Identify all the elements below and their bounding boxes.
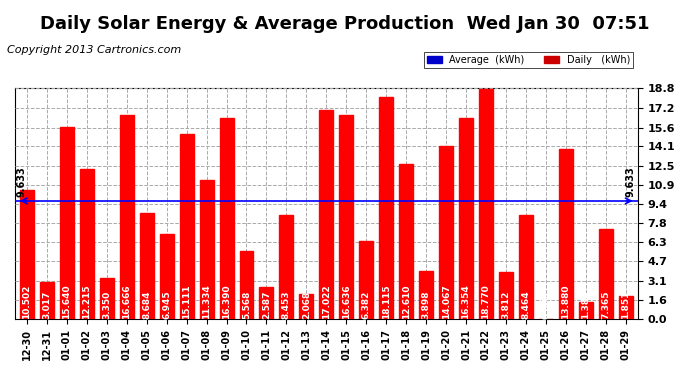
Bar: [299, 294, 313, 319]
Bar: [80, 169, 94, 319]
Bar: [599, 229, 613, 319]
Bar: [179, 134, 194, 319]
Bar: [259, 287, 273, 319]
Text: 16.636: 16.636: [342, 284, 351, 318]
Text: 9.633: 9.633: [626, 166, 635, 197]
Text: 16.354: 16.354: [462, 284, 471, 318]
Text: 12.215: 12.215: [82, 284, 91, 318]
Bar: [459, 118, 473, 319]
Text: 18.770: 18.770: [482, 284, 491, 318]
Bar: [339, 115, 353, 319]
Bar: [419, 271, 433, 319]
Bar: [400, 164, 413, 319]
Text: 8.453: 8.453: [282, 290, 291, 318]
Text: 16.666: 16.666: [122, 284, 131, 318]
Bar: [499, 272, 513, 319]
Text: 3.898: 3.898: [422, 290, 431, 318]
Text: 13.880: 13.880: [561, 284, 571, 318]
Bar: [559, 149, 573, 319]
Text: 1.851: 1.851: [621, 290, 630, 318]
Bar: [519, 215, 533, 319]
Bar: [359, 241, 373, 319]
Text: 17.022: 17.022: [322, 284, 331, 318]
Text: 9.633: 9.633: [17, 166, 27, 197]
Bar: [579, 302, 593, 319]
Bar: [439, 147, 453, 319]
Bar: [199, 180, 214, 319]
Text: 0.000: 0.000: [542, 291, 551, 318]
Bar: [479, 89, 493, 319]
Text: 15.640: 15.640: [62, 284, 71, 318]
Bar: [140, 213, 154, 319]
Legend: Average  (kWh), Daily   (kWh): Average (kWh), Daily (kWh): [424, 52, 633, 68]
Text: 3.017: 3.017: [42, 290, 52, 318]
Bar: [20, 190, 34, 319]
Bar: [239, 251, 253, 319]
Text: 15.111: 15.111: [182, 284, 191, 318]
Text: 12.610: 12.610: [402, 284, 411, 318]
Text: 6.382: 6.382: [362, 290, 371, 318]
Bar: [319, 110, 333, 319]
Bar: [40, 282, 54, 319]
Text: 11.334: 11.334: [202, 284, 211, 318]
Bar: [159, 234, 174, 319]
Bar: [279, 215, 293, 319]
Bar: [120, 114, 134, 319]
Bar: [60, 127, 74, 319]
Text: 5.568: 5.568: [242, 290, 251, 318]
Text: 8.684: 8.684: [142, 290, 151, 318]
Bar: [219, 118, 233, 319]
Text: Copyright 2013 Cartronics.com: Copyright 2013 Cartronics.com: [7, 45, 181, 55]
Bar: [380, 97, 393, 319]
Text: 2.587: 2.587: [262, 290, 271, 318]
Text: 6.945: 6.945: [162, 290, 171, 318]
Text: 3.350: 3.350: [102, 290, 111, 318]
Text: 18.115: 18.115: [382, 284, 391, 318]
Text: 8.464: 8.464: [522, 290, 531, 318]
Text: 14.067: 14.067: [442, 284, 451, 318]
Text: 7.365: 7.365: [601, 290, 610, 318]
Text: 16.390: 16.390: [222, 284, 231, 318]
Text: 3.812: 3.812: [502, 290, 511, 318]
Bar: [100, 278, 114, 319]
Text: Daily Solar Energy & Average Production  Wed Jan 30  07:51: Daily Solar Energy & Average Production …: [40, 15, 650, 33]
Text: 10.502: 10.502: [23, 284, 32, 318]
Text: 1.384: 1.384: [581, 290, 590, 318]
Text: 2.068: 2.068: [302, 290, 311, 318]
Bar: [619, 296, 633, 319]
